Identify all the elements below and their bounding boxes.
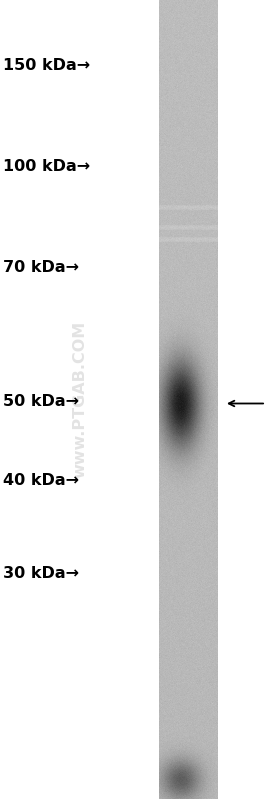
Text: 30 kDa→: 30 kDa→: [3, 566, 79, 581]
Text: 70 kDa→: 70 kDa→: [3, 260, 79, 275]
Text: 100 kDa→: 100 kDa→: [3, 159, 90, 173]
Text: www.PTGAB.COM: www.PTGAB.COM: [72, 321, 87, 478]
Text: 150 kDa→: 150 kDa→: [3, 58, 90, 73]
Text: 40 kDa→: 40 kDa→: [3, 473, 79, 487]
Text: 50 kDa→: 50 kDa→: [3, 394, 79, 408]
